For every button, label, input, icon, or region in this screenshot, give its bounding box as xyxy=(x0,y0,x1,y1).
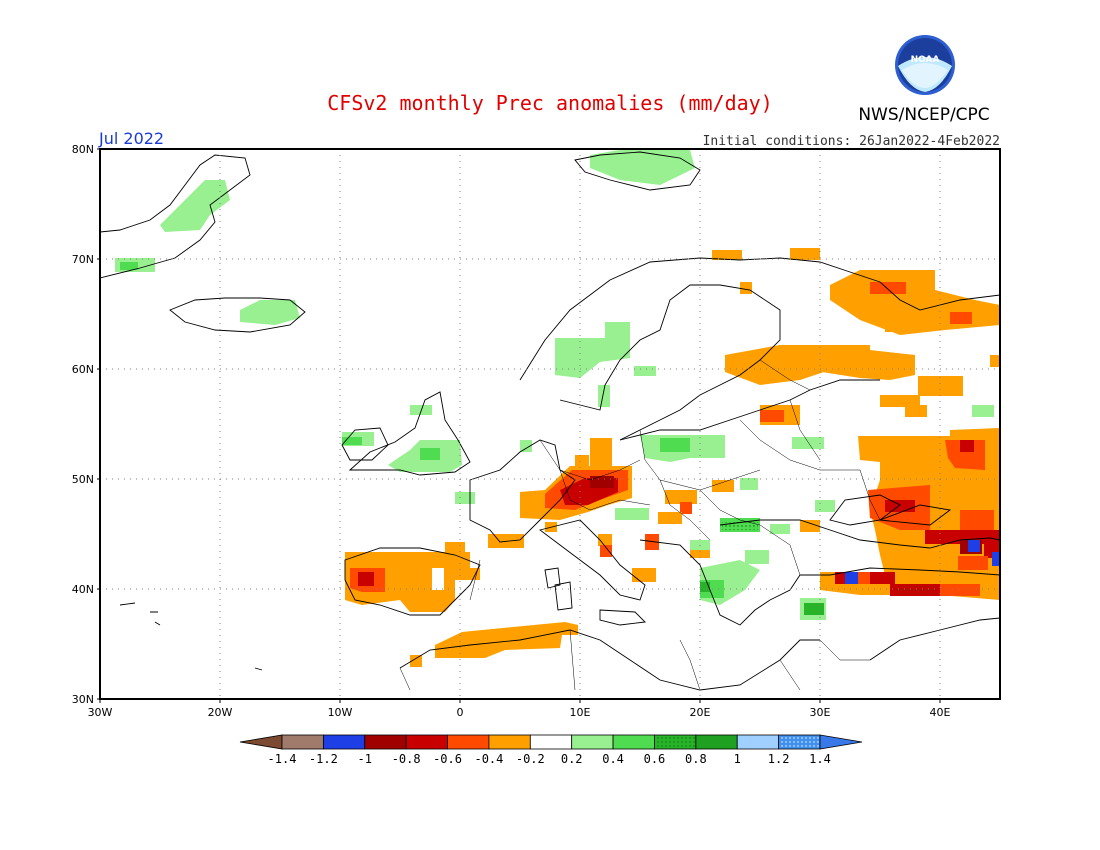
colorbar-tick-label: -0.6 xyxy=(433,752,462,766)
colorbar-tick-label: 0.8 xyxy=(685,752,707,766)
longitude-tick-label: 40E xyxy=(930,706,951,719)
anomaly-iceland xyxy=(240,300,300,325)
initial-conditions: Initial conditions: 26Jan2022-4Feb2022 xyxy=(703,134,1000,149)
coastlines xyxy=(100,151,1000,691)
colorbar-tick-label: -0.4 xyxy=(474,752,503,766)
anomaly-finland-russia xyxy=(725,345,870,385)
map-panel: 30N 40N 50N 60N 70N 80N 30W 20W 10W 0 10E 20E 30E 40… xyxy=(72,143,1001,719)
longitude-tick-label: 0 xyxy=(457,706,464,719)
colorbar-tick-labels: -1.4 -1.2 -1 -0.8 -0.6 -0.4 -0.2 0.2 0.4 0.6 0.8 1 1… xyxy=(268,752,831,766)
longitude-tick-label: 20W xyxy=(208,706,233,719)
colorbar-bin xyxy=(281,734,324,750)
colorbar-bin xyxy=(322,734,366,750)
latitude-tick-label: 60N xyxy=(72,363,94,376)
colorbar-bin xyxy=(405,734,448,750)
anomaly-greenland xyxy=(160,180,230,232)
colorbar-tick-label: -0.8 xyxy=(392,752,421,766)
colorbar-bin-stipple xyxy=(778,735,820,749)
colorbar-bin xyxy=(612,734,655,750)
colorbar-tick-label: 0.4 xyxy=(602,752,624,766)
anomaly-northwest-russia xyxy=(830,270,1000,335)
latitude-tick-label: 40N xyxy=(72,583,94,596)
longitude-tick-label: 10E xyxy=(570,706,591,719)
colorbar-tick-label: 0.2 xyxy=(561,752,583,766)
noaa-logo: NOAA xyxy=(895,35,955,95)
colorbar-bin xyxy=(571,734,614,750)
colorbar-bin xyxy=(819,734,863,750)
country-borders xyxy=(399,359,881,691)
colorbar-bin-stipple xyxy=(654,735,696,749)
valid-month: Jul 2022 xyxy=(98,129,164,148)
latitude-tick-label: 30N xyxy=(72,693,94,706)
colorbar-tick-label: 1.2 xyxy=(768,752,790,766)
anomaly-southern-norway xyxy=(555,322,630,378)
anomaly-north-africa xyxy=(435,622,578,658)
longitude-tick-label: 10W xyxy=(328,706,353,719)
latitude-tick-label: 70N xyxy=(72,253,94,266)
colorbar-tick-label: -1.4 xyxy=(268,752,297,766)
colorbar-bin xyxy=(488,734,531,750)
colorbar-tick-label: 1.4 xyxy=(809,752,831,766)
colorbar-bin xyxy=(364,734,407,750)
colorbar-legend xyxy=(239,734,863,750)
colorbar-tick-label: -0.2 xyxy=(516,752,545,766)
gridlines xyxy=(100,149,1000,699)
latitude-labels: 30N 40N 50N 60N 70N 80N xyxy=(72,143,100,706)
colorbar-bin xyxy=(695,734,738,750)
latitude-tick-label: 80N xyxy=(72,143,94,156)
colorbar-tick-label: -1 xyxy=(358,752,372,766)
anomaly-iberia xyxy=(345,552,480,612)
colorbar-tick-label: 1 xyxy=(734,752,741,766)
agency-label: NWS/NCEP/CPC xyxy=(858,105,989,125)
latitude-tick-label: 50N xyxy=(72,473,94,486)
colorbar-bin xyxy=(447,734,490,750)
colorbar-bin xyxy=(529,734,573,750)
colorbar-bin xyxy=(239,734,283,750)
noaa-logo-text: NOAA xyxy=(911,55,940,65)
longitude-tick-label: 30W xyxy=(88,706,113,719)
anomaly-fills xyxy=(115,150,1000,667)
map-frame xyxy=(99,148,1001,700)
colorbar-bin xyxy=(736,734,780,750)
colorbar-tick-label: -1.2 xyxy=(309,752,338,766)
longitude-labels: 30W 20W 10W 0 10E 20E 30E 40E xyxy=(88,699,951,719)
longitude-tick-label: 20E xyxy=(690,706,711,719)
colorbar-tick-label: 0.6 xyxy=(644,752,666,766)
figure-title: CFSv2 monthly Prec anomalies (mm/day) xyxy=(327,91,773,115)
anomaly-svalbard xyxy=(590,150,695,185)
longitude-tick-label: 30E xyxy=(810,706,831,719)
